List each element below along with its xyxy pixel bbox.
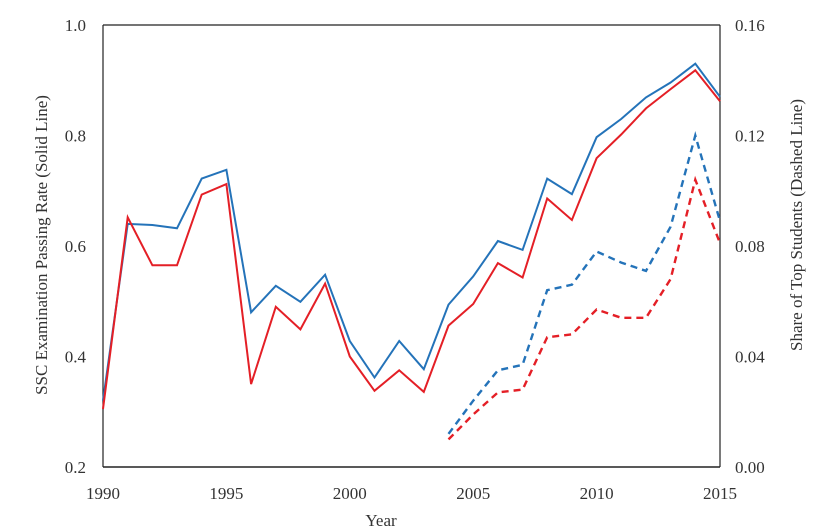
left-y-tick-label: 1.0 — [65, 16, 86, 35]
right-y-tick-label: 0.08 — [735, 237, 765, 256]
x-tick-label: 2005 — [456, 484, 490, 503]
right-y-tick-labels: 0.00 0.04 0.08 0.12 0.16 — [735, 16, 765, 477]
left-y-tick-label: 0.2 — [65, 458, 86, 477]
left-y-axis-title: SSC Examination Passing Rate (Solid Line… — [32, 95, 51, 395]
x-tick-label: 2010 — [580, 484, 614, 503]
series-line-2-solid — [102, 68, 721, 410]
series-line-4-dashed — [447, 175, 722, 441]
series-group — [102, 62, 722, 441]
x-tick-label: 1995 — [209, 484, 243, 503]
left-y-tick-labels: 0.2 0.4 0.6 0.8 1.0 — [65, 16, 87, 477]
right-y-axis-title: Share of Top Students (Dashed Line) — [787, 99, 806, 351]
left-y-tick-label: 0.4 — [65, 348, 87, 367]
x-tick-label: 2015 — [703, 484, 737, 503]
x-axis-title: Year — [365, 511, 397, 530]
right-y-tick-label: 0.12 — [735, 127, 765, 146]
x-tick-labels: 1990 1995 2000 2005 2010 2015 — [86, 484, 737, 503]
right-y-tick-label: 0.00 — [735, 458, 765, 477]
left-y-tick-label: 0.8 — [65, 127, 86, 146]
x-tick-label: 2000 — [333, 484, 367, 503]
plot-frame — [102, 24, 721, 468]
series-line-1-solid — [102, 62, 721, 401]
series-line-3-dashed — [447, 131, 722, 435]
left-y-tick-label: 0.6 — [65, 237, 86, 256]
right-y-tick-label: 0.04 — [735, 348, 765, 367]
right-y-tick-label: 0.16 — [735, 16, 765, 35]
x-tick-label: 1990 — [86, 484, 120, 503]
